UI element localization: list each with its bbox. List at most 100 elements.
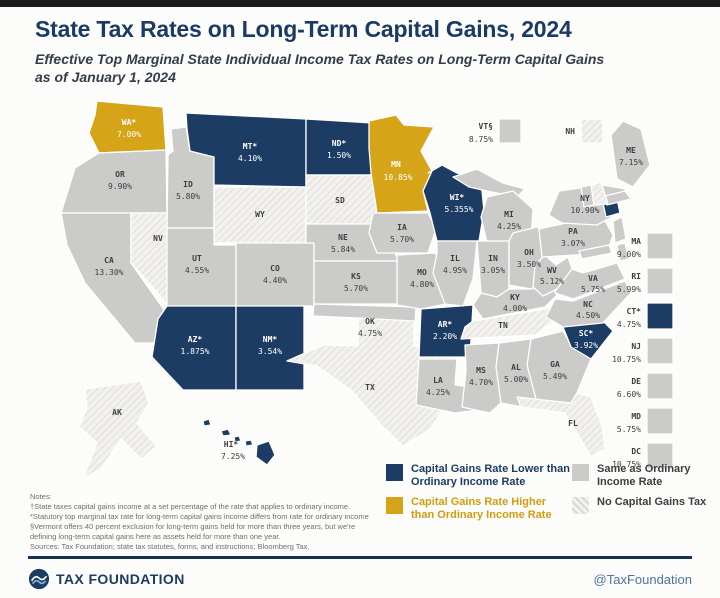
ok-val: 4.75% xyxy=(358,329,382,338)
nh-abbr: NH xyxy=(565,127,575,136)
wv-val: 5.12% xyxy=(540,277,564,286)
notes-block: Notes: †State taxes capital gains income… xyxy=(30,492,386,552)
dc-abbr: DC xyxy=(631,447,641,456)
nd-val: 1.50% xyxy=(327,151,351,160)
me-abbr: ME xyxy=(626,146,636,155)
ms-abbr: MS xyxy=(476,366,486,375)
legend-label-lower: Capital Gains Rate Lower than Ordinary I… xyxy=(411,463,570,488)
ia-abbr: IA xyxy=(397,223,407,232)
wi-val: 5.355% xyxy=(445,205,474,214)
ok-abbr: OK xyxy=(365,317,375,326)
state-ia xyxy=(368,212,437,254)
top-border xyxy=(0,0,720,7)
notes-line: defining long-term capital gains here as… xyxy=(30,532,281,541)
swatch-nh xyxy=(580,118,604,144)
md-val: 5.75% xyxy=(617,425,641,434)
nm-val: 3.54% xyxy=(258,347,282,356)
in-val: 3.05% xyxy=(481,266,505,275)
ny-abbr: NY xyxy=(580,194,590,203)
nj-val: 10.75% xyxy=(612,355,641,364)
legend-swatch-higher xyxy=(386,497,403,514)
state-nc xyxy=(545,280,632,328)
state-mn xyxy=(368,114,435,214)
ut-abbr: UT xyxy=(192,254,202,263)
mt-val: 4.10% xyxy=(238,154,262,163)
ct-val: 4.75% xyxy=(617,320,641,329)
de-val: 6.60% xyxy=(617,390,641,399)
az-val: 1.875% xyxy=(181,347,210,356)
state-nj xyxy=(612,216,627,244)
ar-abbr: AR* xyxy=(438,320,453,329)
mo-val: 4.80% xyxy=(410,280,434,289)
ga-abbr: GA xyxy=(550,360,560,369)
swatch-ma xyxy=(646,232,674,260)
brand: TAX FOUNDATION xyxy=(28,568,185,590)
dc-val: 10.75% xyxy=(612,460,641,469)
twitter-handle[interactable]: @TaxFoundation xyxy=(593,571,692,587)
pa-abbr: PA xyxy=(568,227,578,236)
ri-val: 5.99% xyxy=(617,285,641,294)
state-nh xyxy=(590,181,609,206)
sd-abbr: SD xyxy=(335,196,345,205)
nc-val: 4.50% xyxy=(576,311,600,320)
notes-line: §Vermont offers 40 percent exclusion for… xyxy=(30,522,356,531)
legend-swatch-same xyxy=(572,464,589,481)
ar-val: 2.20% xyxy=(433,332,457,341)
swatch-ri xyxy=(646,267,674,295)
notes-line: Notes: xyxy=(30,492,52,501)
in-abbr: IN xyxy=(488,254,498,263)
state-md xyxy=(578,244,613,260)
co-val: 4.40% xyxy=(263,276,287,285)
ca-val: 13.30% xyxy=(95,268,124,277)
ct-abbr: CT* xyxy=(627,307,642,316)
state-de xyxy=(616,242,630,262)
va-val: 5.75% xyxy=(581,285,605,294)
notes-line: *Statutory top marginal tax rate for lon… xyxy=(30,512,369,521)
state-wv xyxy=(532,254,573,297)
swatch-nj xyxy=(646,337,674,365)
wy-abbr: WY xyxy=(255,210,265,219)
hi-abbr: HI* xyxy=(224,440,239,449)
state-il xyxy=(432,240,478,307)
state-nm xyxy=(235,305,305,391)
vt-abbr: VT§ xyxy=(479,122,494,131)
page-subtitle: Effective Top Marginal State Individual … xyxy=(35,51,605,85)
sc-val: 3.92% xyxy=(574,341,598,350)
footer-divider xyxy=(28,556,692,559)
legend-swatch-lower xyxy=(386,464,403,481)
or-val: 9.90% xyxy=(108,182,132,191)
tn-abbr: TN xyxy=(498,321,508,330)
legend-swatch-none xyxy=(572,497,589,514)
notes-line: Sources: Tax Foundation; state tax statu… xyxy=(30,542,310,551)
ne-abbr: NE xyxy=(338,233,348,242)
ri-abbr: RI xyxy=(631,272,641,281)
mn-val: 10.85% xyxy=(384,173,413,182)
ms-val: 4.70% xyxy=(469,378,493,387)
mn-abbr: MN xyxy=(391,160,401,169)
la-val: 4.25% xyxy=(426,388,450,397)
ma-abbr: MA xyxy=(631,237,641,246)
hi-val: 7.25% xyxy=(221,452,245,461)
la-abbr: LA xyxy=(433,376,443,385)
swatch-ct xyxy=(646,302,674,330)
taxfoundation-logo-icon xyxy=(28,568,50,590)
swatch-dc xyxy=(646,442,674,470)
state-hi xyxy=(255,440,276,466)
state-me xyxy=(610,120,651,188)
ky-val: 4.00% xyxy=(503,304,527,313)
swatch-de xyxy=(646,372,674,400)
wi-abbr: WI* xyxy=(450,193,465,202)
state-wa xyxy=(88,100,167,154)
footer: TAX FOUNDATION @TaxFoundation xyxy=(28,564,692,594)
swatch-vt xyxy=(498,118,522,144)
legend-item-none: No Capital Gains Tax xyxy=(572,496,708,522)
ks-val: 5.70% xyxy=(344,284,368,293)
md-abbr: MD xyxy=(631,412,641,421)
state-fl xyxy=(516,392,606,458)
ia-val: 5.70% xyxy=(390,235,414,244)
legend-label-none: No Capital Gains Tax xyxy=(597,496,707,508)
al-abbr: AL xyxy=(511,363,521,372)
ny-val: 10.90% xyxy=(571,206,600,215)
state-ak xyxy=(78,380,158,478)
